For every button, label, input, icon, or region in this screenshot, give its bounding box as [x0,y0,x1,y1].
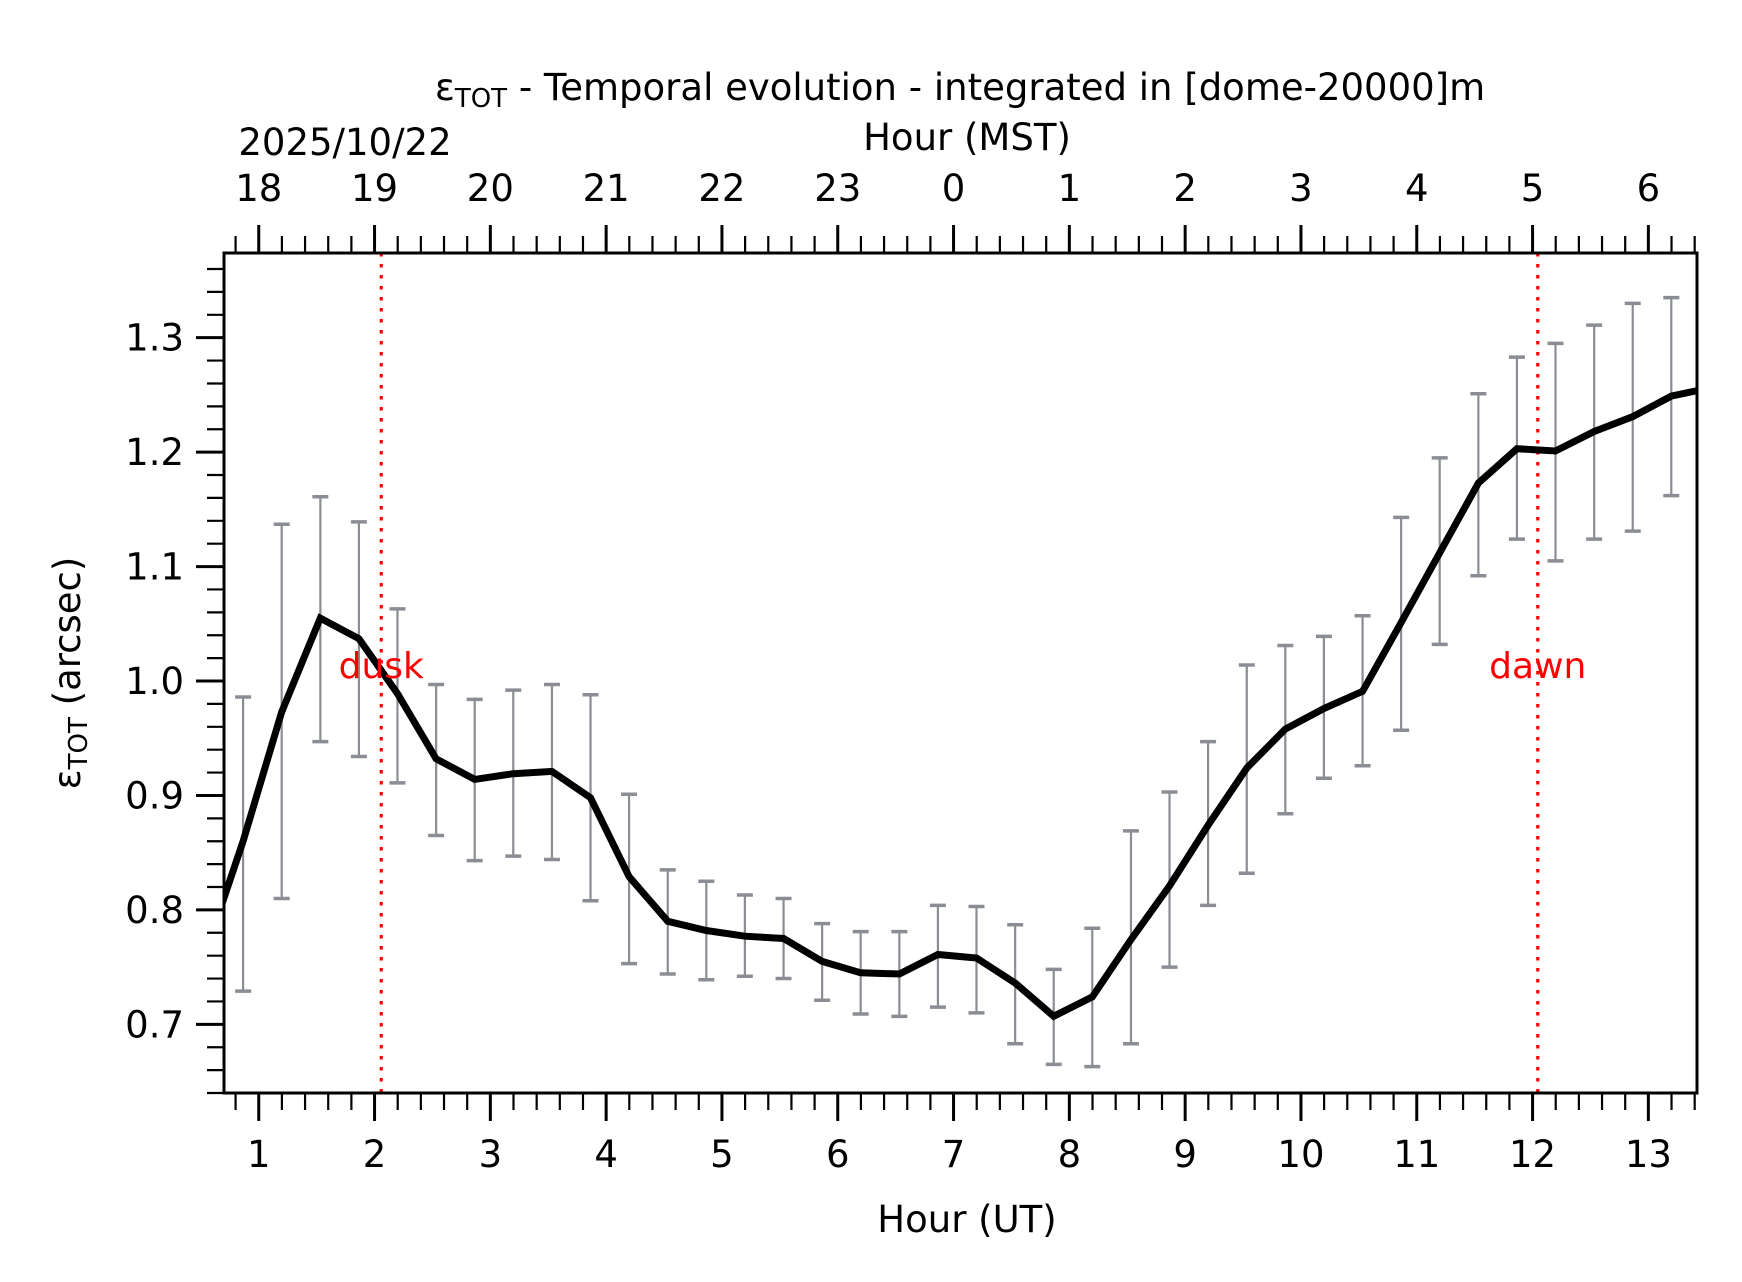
x-tick-label: 1 [247,1133,271,1176]
x2-tick-label: 20 [467,167,514,210]
line-layer [224,387,1697,1021]
x-tick-label: 10 [1277,1133,1324,1176]
y-tick-label: 0.8 [125,889,184,932]
x2-tick-label: 18 [235,167,282,210]
x2-tick-label: 1 [1058,167,1082,210]
annot-layer: dusk dawn [339,646,1587,687]
y-tick-label: 0.7 [125,1003,184,1046]
x-tick-label: 5 [710,1133,734,1176]
y-tick-label: 1.3 [125,317,184,360]
x-tick-label: 12 [1509,1133,1556,1176]
x2-tick-label: 5 [1521,167,1545,210]
y-tick-label: 1.1 [125,546,184,589]
x2-tick-label: 0 [942,167,966,210]
x2-tick-label: 19 [351,167,398,210]
x-axis-title: Hour (UT) [877,1198,1056,1241]
errorbars-layer [235,295,1680,1069]
x2-tick-label: 22 [698,167,745,210]
x-tick-label: 2 [363,1133,387,1176]
x2-tick-label: 21 [583,167,630,210]
x2-axis-title: Hour (MST) [863,116,1071,159]
y-tick-label: 1.0 [125,660,184,703]
series-line [224,387,1697,1021]
dawn-label: dawn [1489,646,1586,687]
ticks-layer: 1182193204215226237081921031141251360.70… [125,167,1696,1176]
x2-tick-label: 6 [1637,167,1661,210]
x2-tick-label: 3 [1289,167,1313,210]
plot-frame [222,251,1699,1095]
ylabel-subscript: TOT [64,717,94,770]
y-tick-label: 0.9 [125,774,184,817]
y-axis-title: εTOT (arcsec) [46,557,94,790]
vlines-layer [379,253,1540,1093]
x-tick-label: 6 [826,1133,850,1176]
x-tick-label: 8 [1058,1133,1082,1176]
title-rest: - Temporal evolution - integrated in [do… [507,66,1485,109]
title-symbol: ε [435,66,455,109]
ylabel-symbol: ε [46,769,89,789]
x2-tick-label: 23 [814,167,861,210]
y-tick-label: 1.2 [125,431,184,474]
x-tick-label: 3 [479,1133,503,1176]
ylabel-rest: (arcsec) [46,557,89,717]
x-tick-label: 4 [594,1133,618,1176]
x-tick-label: 7 [942,1133,966,1176]
dusk-label: dusk [339,646,424,687]
x-tick-label: 9 [1173,1133,1197,1176]
x2-tick-label: 4 [1405,167,1429,210]
x-tick-label: 13 [1625,1133,1672,1176]
chart-title: εTOT - Temporal evolution - integrated i… [435,66,1485,114]
title-subscript: TOT [454,84,507,114]
x2-tick-label: 2 [1173,167,1197,210]
date-label: 2025/10/22 [238,121,451,164]
x-tick-label: 11 [1393,1133,1440,1176]
